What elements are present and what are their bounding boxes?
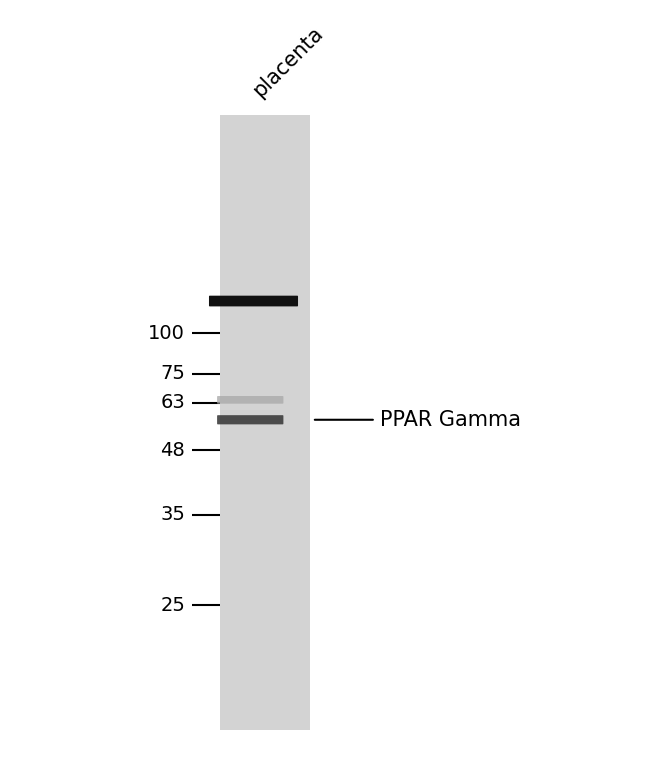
Text: placenta: placenta <box>249 23 327 101</box>
Text: 48: 48 <box>161 441 185 460</box>
FancyBboxPatch shape <box>217 396 283 404</box>
Bar <box>220 115 310 730</box>
Text: 100: 100 <box>148 324 185 342</box>
Text: 63: 63 <box>161 394 185 412</box>
Text: 25: 25 <box>161 596 185 614</box>
Text: PPAR Gamma: PPAR Gamma <box>380 410 521 430</box>
Text: 75: 75 <box>161 365 185 383</box>
FancyBboxPatch shape <box>217 415 283 424</box>
Text: 35: 35 <box>161 506 185 524</box>
FancyBboxPatch shape <box>209 296 298 306</box>
